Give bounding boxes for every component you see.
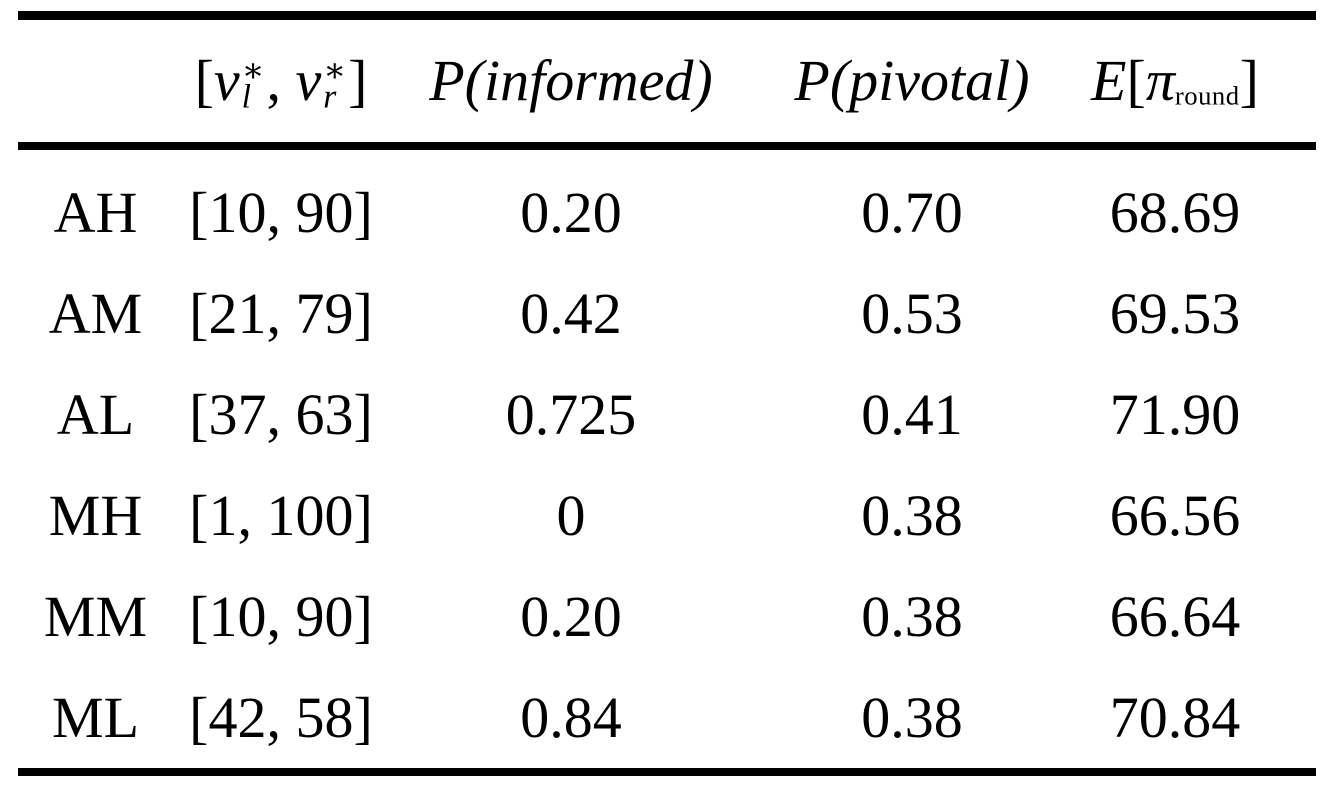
- row-label: ML: [52, 684, 139, 750]
- p-informed-value: 0.20: [520, 583, 622, 649]
- header-expected-profit: E[π round]: [1071, 20, 1279, 142]
- expected-profit-value: 66.56: [1109, 482, 1241, 548]
- p-pivotal-value: 0.38: [861, 684, 963, 750]
- interval-open-bracket: [: [194, 48, 214, 113]
- table-body: AH [10, 90] 0.20 0.70 68.69 AM [21, 79] …: [18, 150, 1279, 768]
- table-row-am: AM [21, 79] 0.42 0.53 69.53: [18, 263, 1279, 364]
- interval-value: [21, 79]: [189, 280, 373, 346]
- p-informed-value: 0.725: [505, 381, 637, 447]
- interval-value: [1, 100]: [189, 482, 373, 548]
- interval-value: [37, 63]: [189, 381, 373, 447]
- pi-round-subscript: round: [1174, 80, 1240, 111]
- header-interval: [v ∗ l, v ∗ r]: [173, 20, 389, 142]
- row-label: AH: [53, 179, 138, 245]
- v-left-superscript: ∗: [241, 52, 265, 90]
- table-header-row: [v ∗ l, v ∗ r] P(informed) P(pivotal) E[π rou…: [18, 20, 1279, 142]
- p-informed-value: 0: [556, 482, 586, 548]
- table-header-rule: [18, 142, 1316, 150]
- v-left-scripts: ∗ l: [241, 52, 265, 116]
- v-right-subscript: r: [323, 78, 337, 116]
- expectation-symbol: E: [1091, 48, 1127, 113]
- table-row-mh: MH [1, 100] 0 0.38 66.56: [18, 465, 1279, 566]
- interval-value: [10, 90]: [189, 583, 373, 649]
- expected-profit-value: 69.53: [1109, 280, 1241, 346]
- table-row-mm: MM [10, 90] 0.20 0.38 66.64: [18, 566, 1279, 667]
- row-label: AL: [56, 381, 135, 447]
- table-row-ah: AH [10, 90] 0.20 0.70 68.69: [18, 162, 1279, 263]
- v-right-symbol: v: [295, 48, 322, 113]
- p-pivotal-value: 0.53: [861, 280, 963, 346]
- pi-symbol: π: [1145, 48, 1175, 113]
- row-label: AM: [48, 280, 143, 346]
- expected-profit-value: 71.90: [1109, 381, 1241, 447]
- header-p-pivotal: P(pivotal): [794, 48, 1030, 113]
- p-pivotal-value: 0.70: [861, 179, 963, 245]
- expected-profit-value: 68.69: [1109, 179, 1241, 245]
- p-pivotal-value: 0.41: [861, 381, 963, 447]
- interval-value: [42, 58]: [189, 684, 373, 750]
- v-right-scripts: ∗ r: [323, 52, 347, 116]
- table-top-rule: [18, 11, 1316, 20]
- expectation-close-bracket: ]: [1239, 48, 1259, 113]
- v-left-symbol: v: [213, 48, 240, 113]
- expected-profit-value: 70.84: [1109, 684, 1241, 750]
- interval-close-bracket: ]: [348, 48, 368, 113]
- expected-profit-value: 66.64: [1109, 583, 1241, 649]
- v-left-subscript: l: [241, 78, 251, 116]
- p-informed-value: 0.20: [520, 179, 622, 245]
- table-bottom-rule: [18, 768, 1316, 776]
- header-p-informed: P(informed): [429, 48, 713, 113]
- row-label: MH: [48, 482, 143, 548]
- p-pivotal-value: 0.38: [861, 482, 963, 548]
- header-row-label: [18, 20, 173, 142]
- row-label: MM: [43, 583, 148, 649]
- p-informed-value: 0.42: [520, 280, 622, 346]
- p-informed-value: 0.84: [520, 684, 622, 750]
- table-row-al: AL [37, 63] 0.725 0.41 71.90: [18, 364, 1279, 465]
- interval-value: [10, 90]: [189, 179, 373, 245]
- interval-comma: ,: [266, 48, 296, 113]
- table-row-ml: ML [42, 58] 0.84 0.38 70.84: [18, 667, 1279, 768]
- p-pivotal-value: 0.38: [861, 583, 963, 649]
- v-right-superscript: ∗: [323, 52, 347, 90]
- expectation-open-bracket: [: [1126, 48, 1146, 113]
